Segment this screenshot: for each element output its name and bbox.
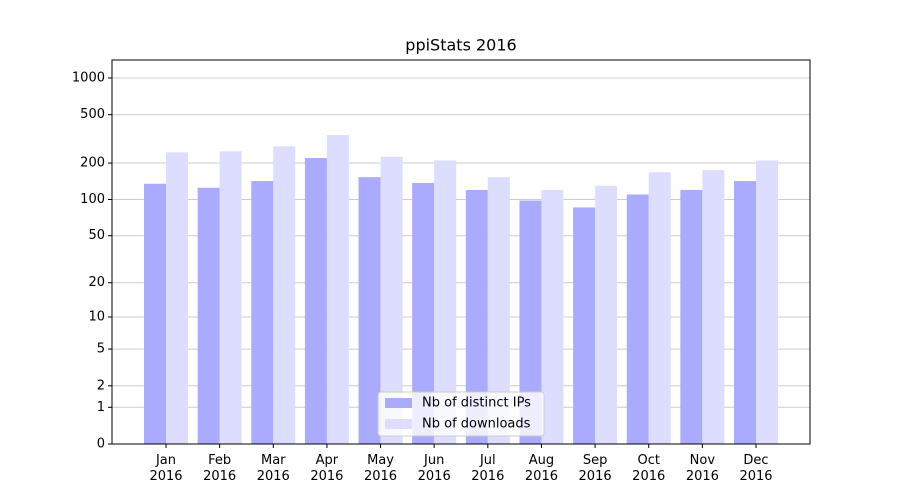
bar bbox=[487, 177, 510, 444]
y-tick-label: 2 bbox=[97, 378, 105, 393]
bar bbox=[648, 172, 671, 444]
y-tick-label: 1000 bbox=[72, 70, 105, 85]
x-tick-label: Jul 2016 bbox=[471, 453, 505, 484]
bar bbox=[680, 189, 703, 444]
x-tick-label: Mar 2016 bbox=[256, 453, 290, 484]
bar bbox=[573, 207, 596, 444]
y-tick-label: 10 bbox=[88, 309, 105, 324]
legend-box bbox=[377, 391, 545, 437]
x-tick-label: Dec 2016 bbox=[739, 453, 773, 484]
chart-title: ppiStats 2016 bbox=[405, 36, 516, 55]
bar bbox=[756, 160, 778, 444]
bar bbox=[434, 160, 457, 444]
y-tick-label: 200 bbox=[80, 156, 105, 171]
x-tick-label: Oct 2016 bbox=[632, 453, 666, 484]
legend-swatch bbox=[385, 419, 412, 429]
plot-frame bbox=[111, 59, 811, 445]
bar bbox=[541, 189, 564, 444]
x-tick-label: Feb 2016 bbox=[203, 453, 237, 484]
bar bbox=[144, 183, 166, 444]
bar bbox=[595, 185, 618, 444]
bar bbox=[412, 182, 435, 444]
legend-swatch bbox=[385, 398, 412, 408]
y-tick-label: 100 bbox=[80, 192, 105, 207]
y-tick-label: 500 bbox=[80, 107, 105, 122]
x-tick-label: May 2016 bbox=[363, 453, 398, 484]
bar bbox=[326, 135, 349, 444]
bar bbox=[702, 170, 725, 444]
x-tick-label: Jan 2016 bbox=[149, 453, 183, 484]
bar bbox=[197, 187, 220, 445]
x-tick-label: Aug 2016 bbox=[524, 453, 558, 484]
y-tick-label: 20 bbox=[88, 275, 105, 290]
bar bbox=[273, 146, 296, 444]
bar bbox=[219, 151, 242, 444]
bar bbox=[166, 152, 188, 444]
bar bbox=[358, 177, 381, 444]
bar bbox=[734, 181, 756, 444]
x-tick-label: Nov 2016 bbox=[685, 453, 719, 484]
bar bbox=[519, 200, 542, 444]
y-tick-label: 0 bbox=[97, 437, 105, 452]
y-tick-label: 1 bbox=[97, 400, 105, 415]
bar bbox=[304, 158, 327, 444]
y-tick-label: 5 bbox=[97, 342, 105, 357]
bar bbox=[626, 194, 649, 444]
bar bbox=[380, 156, 403, 445]
legend-label: Nb of downloads bbox=[422, 417, 531, 432]
x-tick-label: Apr 2016 bbox=[310, 453, 344, 484]
legend-label: Nb of distinct IPs bbox=[422, 396, 531, 411]
x-tick-label: Sep 2016 bbox=[578, 453, 612, 484]
bar bbox=[251, 181, 274, 444]
x-tick-label: Jun 2016 bbox=[417, 453, 451, 484]
legend: Nb of distinct IPs Nb of downloads bbox=[377, 391, 545, 437]
bar bbox=[465, 189, 488, 444]
y-tick-label: 50 bbox=[88, 228, 105, 243]
